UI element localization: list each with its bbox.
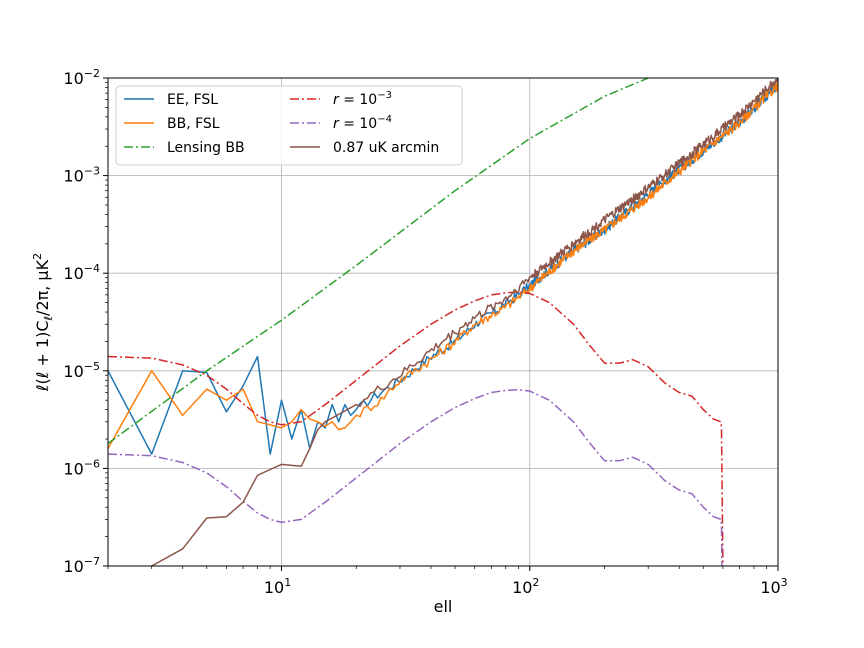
y-axis-label: ℓ(ℓ + 1)Cℓ/2π, μK2 [31, 253, 55, 392]
legend-label: r = 10−3 [333, 90, 392, 108]
axis-ticks: 101 102 103 10−7 10−6 10−5 10−4 10−3 10−2 [63, 67, 787, 597]
y-tick-label: 10−6 [63, 457, 100, 478]
legend-label: BB, FSL [167, 116, 220, 132]
y-tick-label: 10−5 [63, 360, 100, 381]
series-line-5 [151, 78, 778, 566]
series-line-1 [108, 81, 778, 449]
legend-label: r = 10−4 [333, 114, 392, 132]
legend-label: 0.87 uK arcmin [333, 140, 439, 156]
legend-label: EE, FSL [167, 92, 218, 108]
x-axis-label: ell [434, 597, 453, 616]
legend-label: Lensing BB [167, 140, 245, 156]
series-line-4 [108, 388, 723, 566]
plot-frame [107, 77, 779, 567]
x-tick-label: 102 [512, 576, 539, 597]
series-line-3 [108, 291, 724, 566]
series-layer [108, 78, 778, 566]
y-tick-label: 10−3 [63, 165, 100, 186]
legend: EE, FSL BB, FSL Lensing BB r = 10−3 r = 10−4… [115, 85, 463, 166]
series-line-2 [108, 78, 649, 445]
x-tick-label: 103 [760, 576, 787, 597]
legend-box [115, 85, 463, 166]
y-tick-label: 10−4 [63, 262, 100, 283]
y-tick-label: 10−7 [63, 555, 100, 576]
x-tick-label: 101 [264, 576, 291, 597]
y-tick-label: 10−2 [63, 67, 100, 88]
